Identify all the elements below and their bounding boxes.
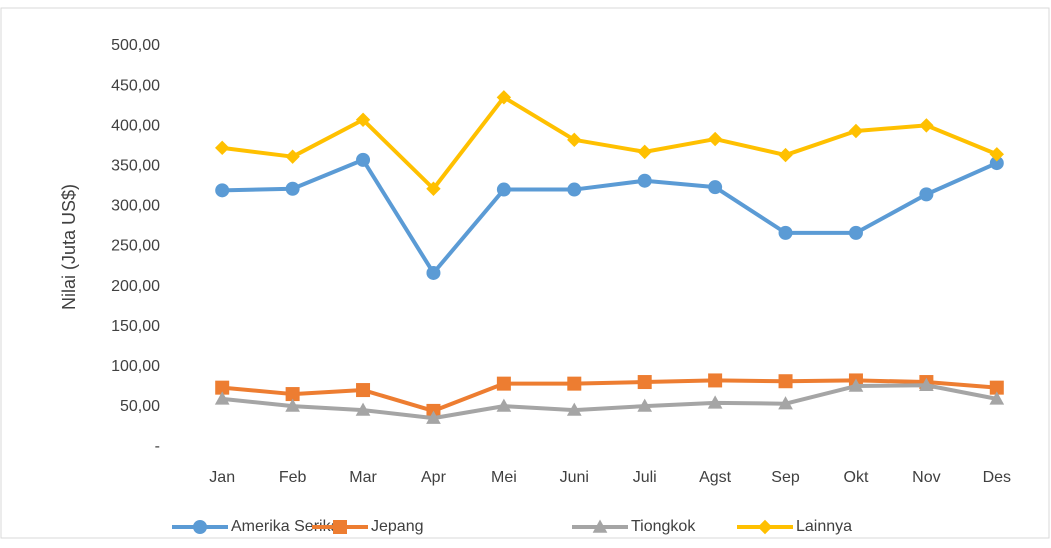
marker — [707, 395, 723, 409]
marker — [214, 391, 230, 405]
y-tick-label: 250,00 — [111, 238, 160, 255]
marker — [778, 147, 793, 163]
legend-label: Tiongkok — [631, 518, 696, 535]
x-tick-label: Feb — [279, 469, 307, 486]
series-line — [221, 95, 998, 191]
y-tick-label: - — [155, 438, 160, 455]
marker — [708, 373, 723, 388]
marker — [426, 410, 441, 424]
marker — [637, 173, 652, 188]
y-tick-label: 500,00 — [111, 37, 160, 54]
marker — [778, 396, 793, 410]
marker — [193, 520, 207, 534]
marker — [566, 402, 582, 416]
marker — [496, 376, 511, 391]
y-tick-label: 100,00 — [111, 358, 160, 375]
marker — [567, 132, 582, 148]
marker — [496, 398, 512, 412]
legend-label: Jepang — [371, 518, 424, 535]
y-tick-label: 200,00 — [111, 278, 160, 295]
y-tick-label: 450,00 — [111, 77, 160, 94]
marker — [285, 149, 300, 164]
x-tick-label: Mei — [491, 469, 517, 486]
marker — [355, 402, 371, 416]
marker — [778, 225, 793, 240]
series-line — [222, 157, 998, 275]
x-tick-label: Agst — [699, 469, 732, 486]
series-line — [222, 383, 998, 421]
marker — [757, 519, 773, 535]
marker — [989, 147, 1004, 162]
marker — [637, 144, 652, 160]
x-tick-label: Des — [983, 469, 1011, 486]
marker — [919, 377, 934, 391]
marker — [333, 520, 347, 534]
marker — [496, 182, 511, 197]
marker — [848, 378, 864, 392]
marker — [356, 152, 371, 167]
x-tick-label: Juli — [633, 469, 657, 486]
marker — [637, 398, 653, 412]
marker — [285, 398, 300, 412]
y-tick-label: 350,00 — [111, 158, 160, 175]
y-tick-label: 50,00 — [120, 398, 160, 415]
x-tick-label: Apr — [421, 469, 447, 486]
x-tick-label: Mar — [349, 469, 377, 486]
marker — [848, 123, 864, 139]
marker — [919, 187, 934, 202]
marker — [989, 391, 1005, 405]
legend-label: Lainnya — [796, 518, 852, 535]
series-line — [222, 378, 997, 413]
marker — [426, 265, 441, 280]
marker — [426, 181, 441, 196]
x-tick-label: Jan — [209, 469, 235, 486]
marker — [592, 519, 608, 533]
y-tick-label: 300,00 — [111, 198, 160, 215]
x-tick-label: Nov — [912, 469, 940, 486]
marker — [496, 90, 512, 105]
x-tick-label: Juni — [560, 469, 589, 486]
marker — [637, 375, 652, 390]
marker — [285, 181, 300, 196]
x-tick-label: Okt — [844, 469, 869, 486]
marker — [778, 374, 793, 389]
chart-border — [0, 7, 1050, 539]
marker — [848, 225, 863, 240]
marker — [567, 182, 582, 197]
marker — [708, 180, 723, 195]
marker — [919, 118, 934, 133]
marker — [355, 112, 371, 127]
legend-label: Amerika Serikat — [231, 518, 344, 535]
y-axis-label: Nilai (Juta US$) — [59, 184, 79, 310]
y-tick-label: 150,00 — [111, 318, 160, 335]
marker — [567, 376, 582, 391]
y-tick-label: 400,00 — [111, 117, 160, 134]
marker — [356, 383, 371, 398]
marker — [215, 140, 230, 156]
marker — [215, 183, 230, 198]
x-tick-label: Sep — [771, 469, 800, 486]
marker — [707, 131, 723, 147]
